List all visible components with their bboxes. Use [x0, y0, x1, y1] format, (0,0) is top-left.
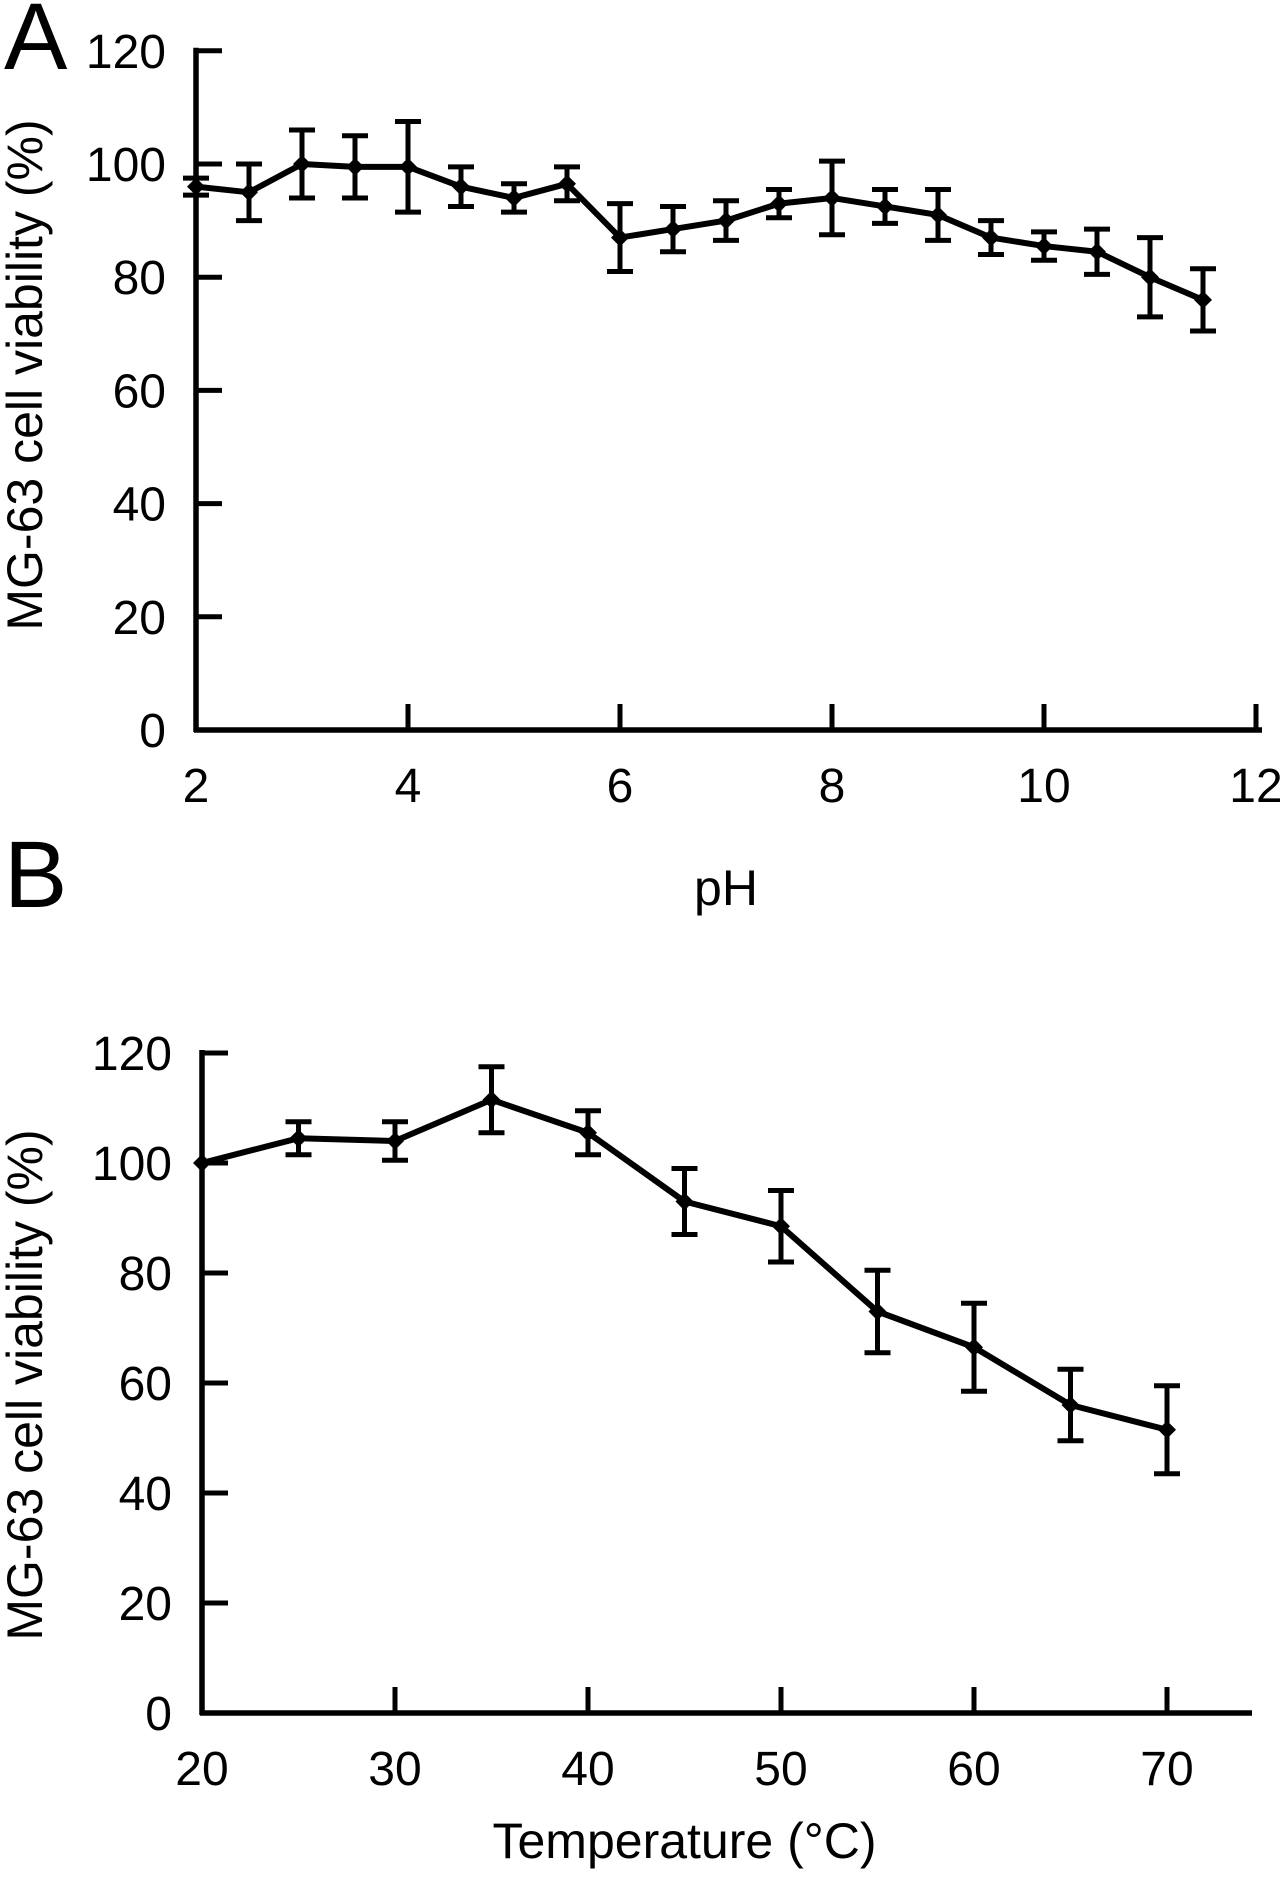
data-point-marker: [929, 205, 947, 224]
data-point-marker: [193, 1154, 211, 1172]
x-tick-label: 50: [754, 1743, 807, 1796]
x-axis-title: Temperature (°C): [493, 1813, 877, 1869]
data-point-marker: [982, 228, 1000, 247]
data-point-marker: [772, 1217, 790, 1236]
panel-a-label: A: [4, 0, 68, 90]
y-tick-label: 20: [113, 592, 166, 645]
y-axis-title: MG-63 cell viability (%): [0, 1129, 53, 1640]
data-point-marker: [558, 174, 576, 193]
data-point-marker: [611, 228, 629, 247]
y-tick-label: 0: [139, 705, 166, 758]
x-tick-label: 60: [947, 1743, 1000, 1796]
data-point-marker: [770, 194, 788, 213]
x-tick-label: 8: [819, 760, 846, 813]
data-point-marker: [505, 188, 523, 207]
y-tick-label: 80: [113, 252, 166, 305]
data-point-marker: [346, 157, 364, 176]
data-point-marker: [240, 183, 258, 202]
data-point-marker: [1158, 1420, 1176, 1439]
panel-b-label: B: [4, 822, 68, 928]
x-tick-label: 10: [1017, 760, 1070, 813]
y-tick-label: 40: [119, 1468, 172, 1521]
y-tick-label: 100: [86, 139, 166, 192]
data-point-marker: [482, 1090, 501, 1109]
data-point-marker: [452, 177, 470, 196]
data-point-marker: [965, 1338, 983, 1357]
x-tick-label: 30: [368, 1743, 421, 1796]
x-tick-label: 4: [395, 760, 422, 813]
x-tick-label: 40: [561, 1743, 614, 1796]
data-point-marker: [876, 197, 894, 216]
x-tick-label: 70: [1140, 1743, 1193, 1796]
data-line: [201, 1096, 1168, 1433]
data-point-marker: [1088, 242, 1106, 261]
y-tick-label: 60: [119, 1358, 172, 1411]
data-point-marker: [868, 1302, 887, 1321]
x-axis-title: pH: [694, 860, 758, 916]
x-tick-label: 2: [183, 760, 210, 813]
data-point-marker: [675, 1192, 694, 1211]
y-tick-label: 20: [119, 1578, 172, 1631]
x-tick-label: 12: [1229, 760, 1280, 813]
y-tick-label: 40: [113, 479, 166, 532]
data-point-marker: [1035, 237, 1053, 256]
y-tick-label: 80: [119, 1248, 172, 1301]
data-point-marker: [1141, 268, 1159, 287]
data-point-marker: [187, 177, 205, 196]
data-point-marker: [717, 211, 735, 230]
y-tick-label: 120: [86, 26, 166, 79]
data-point-marker: [823, 188, 841, 207]
data-point-marker: [664, 220, 682, 239]
data-point-marker: [293, 155, 311, 173]
data-point-marker: [386, 1132, 404, 1150]
y-tick-label: 60: [113, 365, 166, 418]
y-tick-label: 0: [145, 1688, 172, 1741]
y-tick-label: 100: [92, 1138, 172, 1191]
y-tick-label: 120: [92, 1028, 172, 1081]
data-point-marker: [1061, 1396, 1080, 1414]
x-tick-label: 6: [607, 760, 634, 813]
chart-panel-a: 0 20 40 60 80 100 120 2 4 6 8 10 12 pH MG-63 cell viab…: [0, 26, 1280, 916]
data-point-marker: [1194, 290, 1212, 309]
data-point-marker: [399, 157, 417, 176]
data-point-marker: [289, 1129, 308, 1148]
data-point-marker: [579, 1123, 597, 1142]
y-axis-title: MG-63 cell viability (%): [0, 119, 53, 630]
x-tick-label: 20: [175, 1743, 228, 1796]
